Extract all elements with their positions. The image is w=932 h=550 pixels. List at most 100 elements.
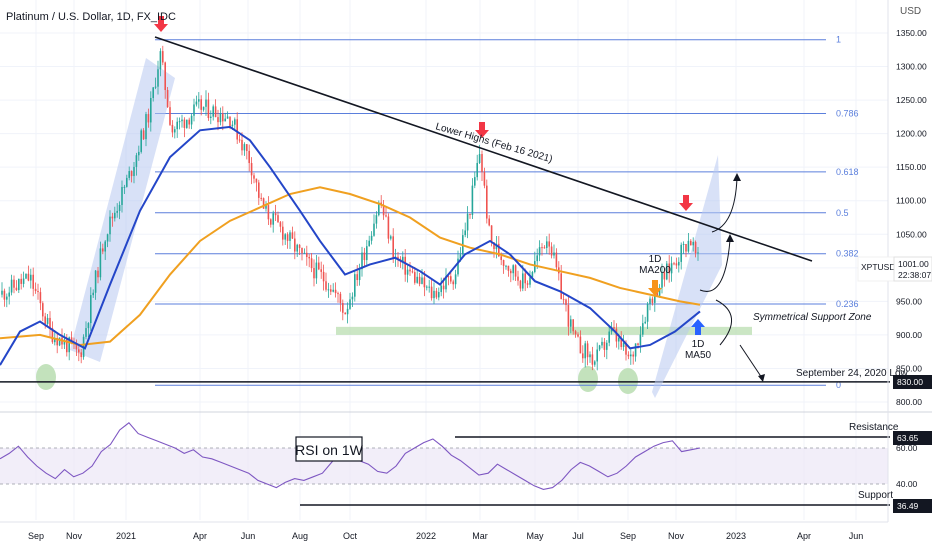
candle-body: [207, 99, 210, 118]
candle-body: [370, 235, 373, 241]
moving-averages: [0, 125, 701, 366]
candle-body: [49, 317, 51, 329]
projection-down-1: [715, 299, 732, 346]
candle-body: [548, 241, 550, 247]
candle-body: [493, 242, 495, 250]
candle-body: [253, 175, 255, 179]
candle-body: [80, 352, 82, 358]
candle-body: [603, 341, 606, 350]
candle-body: [630, 354, 632, 357]
rsi-band: [0, 448, 888, 484]
candle-body: [301, 247, 303, 254]
candle-body: [315, 262, 318, 279]
price-tick: 1200.00: [896, 129, 927, 139]
candle-body: [270, 219, 272, 225]
candle-body: [234, 119, 236, 125]
candle-body: [668, 263, 670, 274]
fib-label: 1: [836, 35, 841, 45]
candle-body: [452, 281, 454, 285]
candle-body: [162, 51, 164, 63]
candle-body: [10, 279, 13, 293]
rsi-resistance-label: Resistance: [849, 422, 899, 433]
time-tick: Mar: [472, 531, 488, 541]
price-tick: 850.00: [896, 363, 922, 373]
rsi-tick: 60.00: [896, 443, 918, 453]
currency-label: USD: [900, 6, 921, 17]
candle-body: [198, 99, 200, 102]
candle-body: [613, 327, 615, 329]
candle-body: [697, 252, 699, 254]
support-level-badge-bg: [893, 375, 932, 389]
rsi-resistance-badge: 63.65: [897, 433, 919, 443]
candle-body: [351, 296, 354, 300]
candle-body: [510, 270, 512, 274]
ma50-label-line2: MA50: [685, 350, 712, 361]
fib-label: 0.786: [836, 109, 859, 119]
candle-body: [85, 328, 87, 337]
candle-body: [346, 308, 349, 315]
projection-head-1: [726, 234, 734, 242]
candle-body: [378, 202, 380, 216]
ma50-line: [0, 125, 701, 366]
fib-label: 0.618: [836, 167, 859, 177]
candle-body: [414, 272, 416, 283]
candle-body: [342, 303, 344, 313]
candle-body: [457, 258, 459, 275]
trendline[interactable]: [154, 36, 813, 262]
candle-body: [646, 303, 649, 322]
candle-body: [658, 287, 661, 296]
candle-body: [582, 353, 584, 359]
candle-body: [694, 241, 697, 254]
candle-body: [594, 361, 596, 365]
candle-body: [97, 270, 99, 278]
candle-body: [298, 244, 301, 248]
price-tick: 1150.00: [896, 162, 926, 172]
candle-body: [344, 312, 346, 315]
candle-body: [682, 243, 685, 245]
candle-body: [670, 263, 673, 274]
candle-body: [354, 274, 356, 297]
time-tick: Aug: [292, 531, 308, 541]
candle-body: [505, 265, 507, 267]
red-arrow-3-head: [679, 203, 693, 211]
candle-body: [534, 261, 536, 273]
candle-body: [450, 276, 452, 282]
orange-arrow-head: [648, 288, 662, 296]
candle-body: [440, 285, 442, 293]
candle-body: [236, 119, 238, 140]
candle-body: [272, 213, 274, 225]
candle-body: [30, 274, 32, 281]
candle-body: [382, 205, 385, 216]
candle-body: [147, 114, 150, 123]
candle-body: [222, 113, 224, 122]
fib-label: 0.5: [836, 208, 849, 218]
candle-body: [22, 278, 25, 284]
candle-body: [248, 150, 250, 164]
candle-body: [589, 354, 591, 358]
candle-body: [541, 247, 543, 249]
candle-body: [356, 274, 358, 281]
candle-body: [130, 171, 133, 177]
candle-body: [190, 115, 193, 125]
candle-body: [553, 252, 555, 256]
rsi-title: RSI on 1W: [295, 442, 363, 458]
red-arrow-1: [154, 16, 168, 32]
candle-body: [634, 343, 637, 357]
candle-body: [483, 172, 486, 186]
candle-body: [318, 262, 320, 270]
candle-body: [349, 299, 351, 309]
candle-body: [32, 274, 34, 289]
candle-body: [87, 323, 90, 329]
candle-body: [690, 240, 692, 246]
candle-body: [426, 286, 428, 288]
candle-body: [104, 241, 106, 252]
candle-body: [202, 106, 205, 110]
candle-body: [18, 278, 20, 291]
low-highlight: [578, 366, 598, 392]
ma200-label-line2: MA200: [639, 265, 671, 276]
candle-body: [90, 295, 92, 324]
candle-body: [375, 215, 378, 224]
candle-body: [277, 215, 279, 223]
candle-body: [418, 276, 421, 284]
